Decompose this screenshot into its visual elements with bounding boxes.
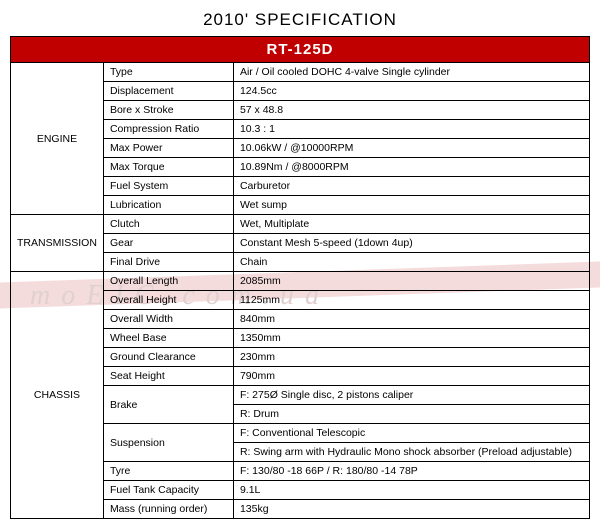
spec-label: Brake [103,386,233,424]
spec-label: Displacement [103,82,233,101]
spec-label: Final Drive [103,253,233,272]
section-name: ENGINE [11,63,104,215]
spec-label: Lubrication [103,196,233,215]
spec-value: 790mm [233,367,589,386]
spec-label: Fuel System [103,177,233,196]
spec-value: 135kg [233,500,589,519]
spec-label: Tyre [103,462,233,481]
spec-value: 10.89Nm / @8000RPM [233,158,589,177]
spec-label: Suspension [103,424,233,462]
spec-value: 124.5cc [233,82,589,101]
spec-value: 1350mm [233,329,589,348]
spec-label: Type [103,63,233,82]
table-row: ENGINETypeAir / Oil cooled DOHC 4-valve … [11,63,590,82]
spec-table: RT-125DENGINETypeAir / Oil cooled DOHC 4… [10,36,590,519]
spec-value: Wet, Multiplate [233,215,589,234]
spec-value: R: Swing arm with Hydraulic Mono shock a… [233,443,589,462]
spec-value: 840mm [233,310,589,329]
spec-label: Fuel Tank Capacity [103,481,233,500]
spec-label: Max Torque [103,158,233,177]
page-title: 2010' SPECIFICATION [10,10,590,30]
spec-label: Max Power [103,139,233,158]
spec-value: Chain [233,253,589,272]
spec-value: 10.06kW / @10000RPM [233,139,589,158]
table-row: TRANSMISSIONClutchWet, Multiplate [11,215,590,234]
spec-label: Gear [103,234,233,253]
spec-label: Overall Width [103,310,233,329]
spec-value: 10.3 : 1 [233,120,589,139]
spec-value: F: 130/80 -18 66P / R: 180/80 -14 78P [233,462,589,481]
spec-value: 2085mm [233,272,589,291]
section-name: CHASSIS [11,272,104,519]
spec-value: 230mm [233,348,589,367]
spec-value: 1125mm [233,291,589,310]
spec-label: Mass (running order) [103,500,233,519]
spec-label: Clutch [103,215,233,234]
spec-value: F: 275Ø Single disc, 2 pistons caliper [233,386,589,405]
spec-label: Seat Height [103,367,233,386]
spec-label: Ground Clearance [103,348,233,367]
spec-label: Bore x Stroke [103,101,233,120]
spec-value: Air / Oil cooled DOHC 4-valve Single cyl… [233,63,589,82]
spec-value: Wet sump [233,196,589,215]
spec-label: Overall Length [103,272,233,291]
model-header: RT-125D [11,37,590,63]
spec-value: R: Drum [233,405,589,424]
section-name: TRANSMISSION [11,215,104,272]
spec-label: Overall Height [103,291,233,310]
spec-value: 9.1L [233,481,589,500]
spec-value: Carburetor [233,177,589,196]
spec-label: Compression Ratio [103,120,233,139]
spec-value: Constant Mesh 5-speed (1down 4up) [233,234,589,253]
table-row: CHASSISOverall Length2085mm [11,272,590,291]
spec-value: F: Conventional Telescopic [233,424,589,443]
spec-value: 57 x 48.8 [233,101,589,120]
spec-label: Wheel Base [103,329,233,348]
